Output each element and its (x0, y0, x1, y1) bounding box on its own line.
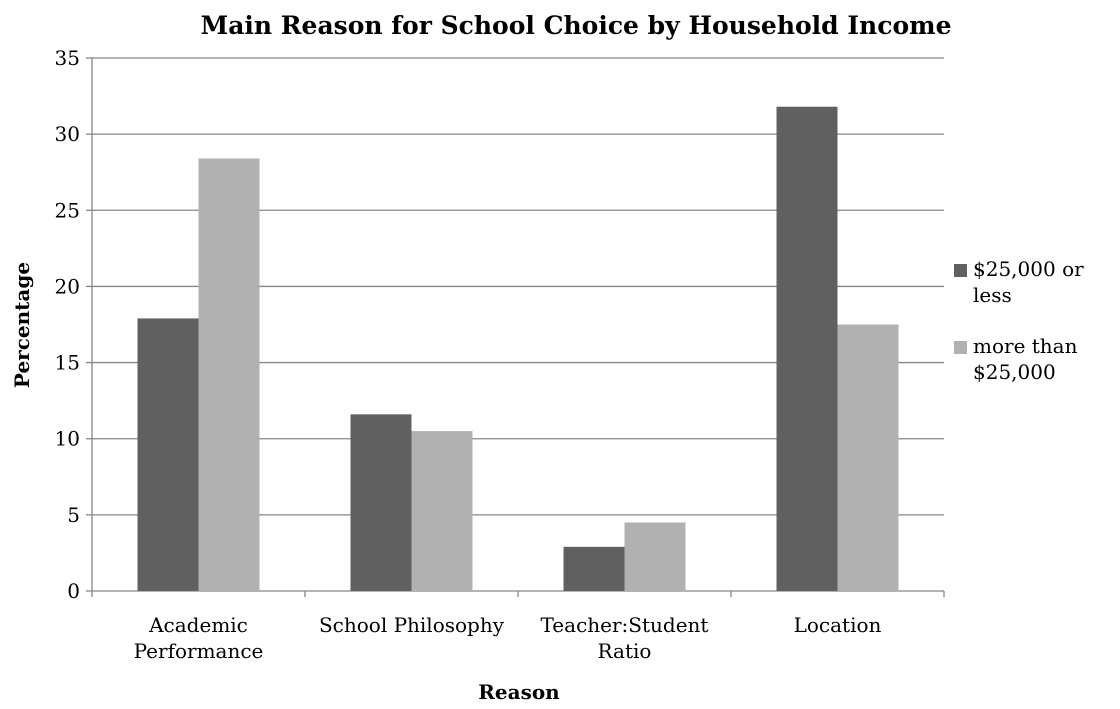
legend-label: $25,000 or (973, 257, 1084, 281)
bar (411, 431, 473, 591)
y-tick-label: 5 (67, 503, 80, 527)
x-axis-title: Reason (478, 680, 560, 704)
y-tick-label: 35 (55, 46, 80, 70)
legend-label: less (973, 283, 1012, 307)
y-tick-label: 0 (67, 579, 80, 603)
y-axis-title: Percentage (10, 262, 34, 388)
bar (198, 158, 260, 591)
bar (350, 414, 412, 591)
y-axis-ticks: 0 5 10 15 20 25 30 35 (55, 46, 93, 603)
y-tick-label: 20 (55, 274, 80, 298)
bar (563, 546, 625, 591)
legend-swatch (954, 341, 967, 354)
bar (837, 324, 899, 591)
x-tick-label: Location (794, 613, 882, 637)
chart-title: Main Reason for School Choice by Househo… (201, 11, 952, 40)
y-tick-label: 15 (55, 351, 80, 375)
x-tick-label: Ratio (598, 639, 652, 663)
y-tick-label: 10 (55, 427, 80, 451)
legend-swatch (954, 264, 967, 277)
x-tick-label: Teacher:Student (541, 613, 709, 637)
x-tick-label: Performance (134, 639, 264, 663)
y-tick-label: 25 (55, 198, 80, 222)
x-tick-label: School Philosophy (319, 613, 505, 637)
legend-label: more than (973, 334, 1078, 358)
x-tick-label: Academic (148, 613, 248, 637)
y-tick-label: 30 (55, 122, 80, 146)
legend-label: $25,000 (973, 360, 1056, 384)
bar (624, 522, 686, 591)
bar (137, 318, 199, 591)
bars (137, 106, 899, 591)
bar (776, 106, 838, 591)
